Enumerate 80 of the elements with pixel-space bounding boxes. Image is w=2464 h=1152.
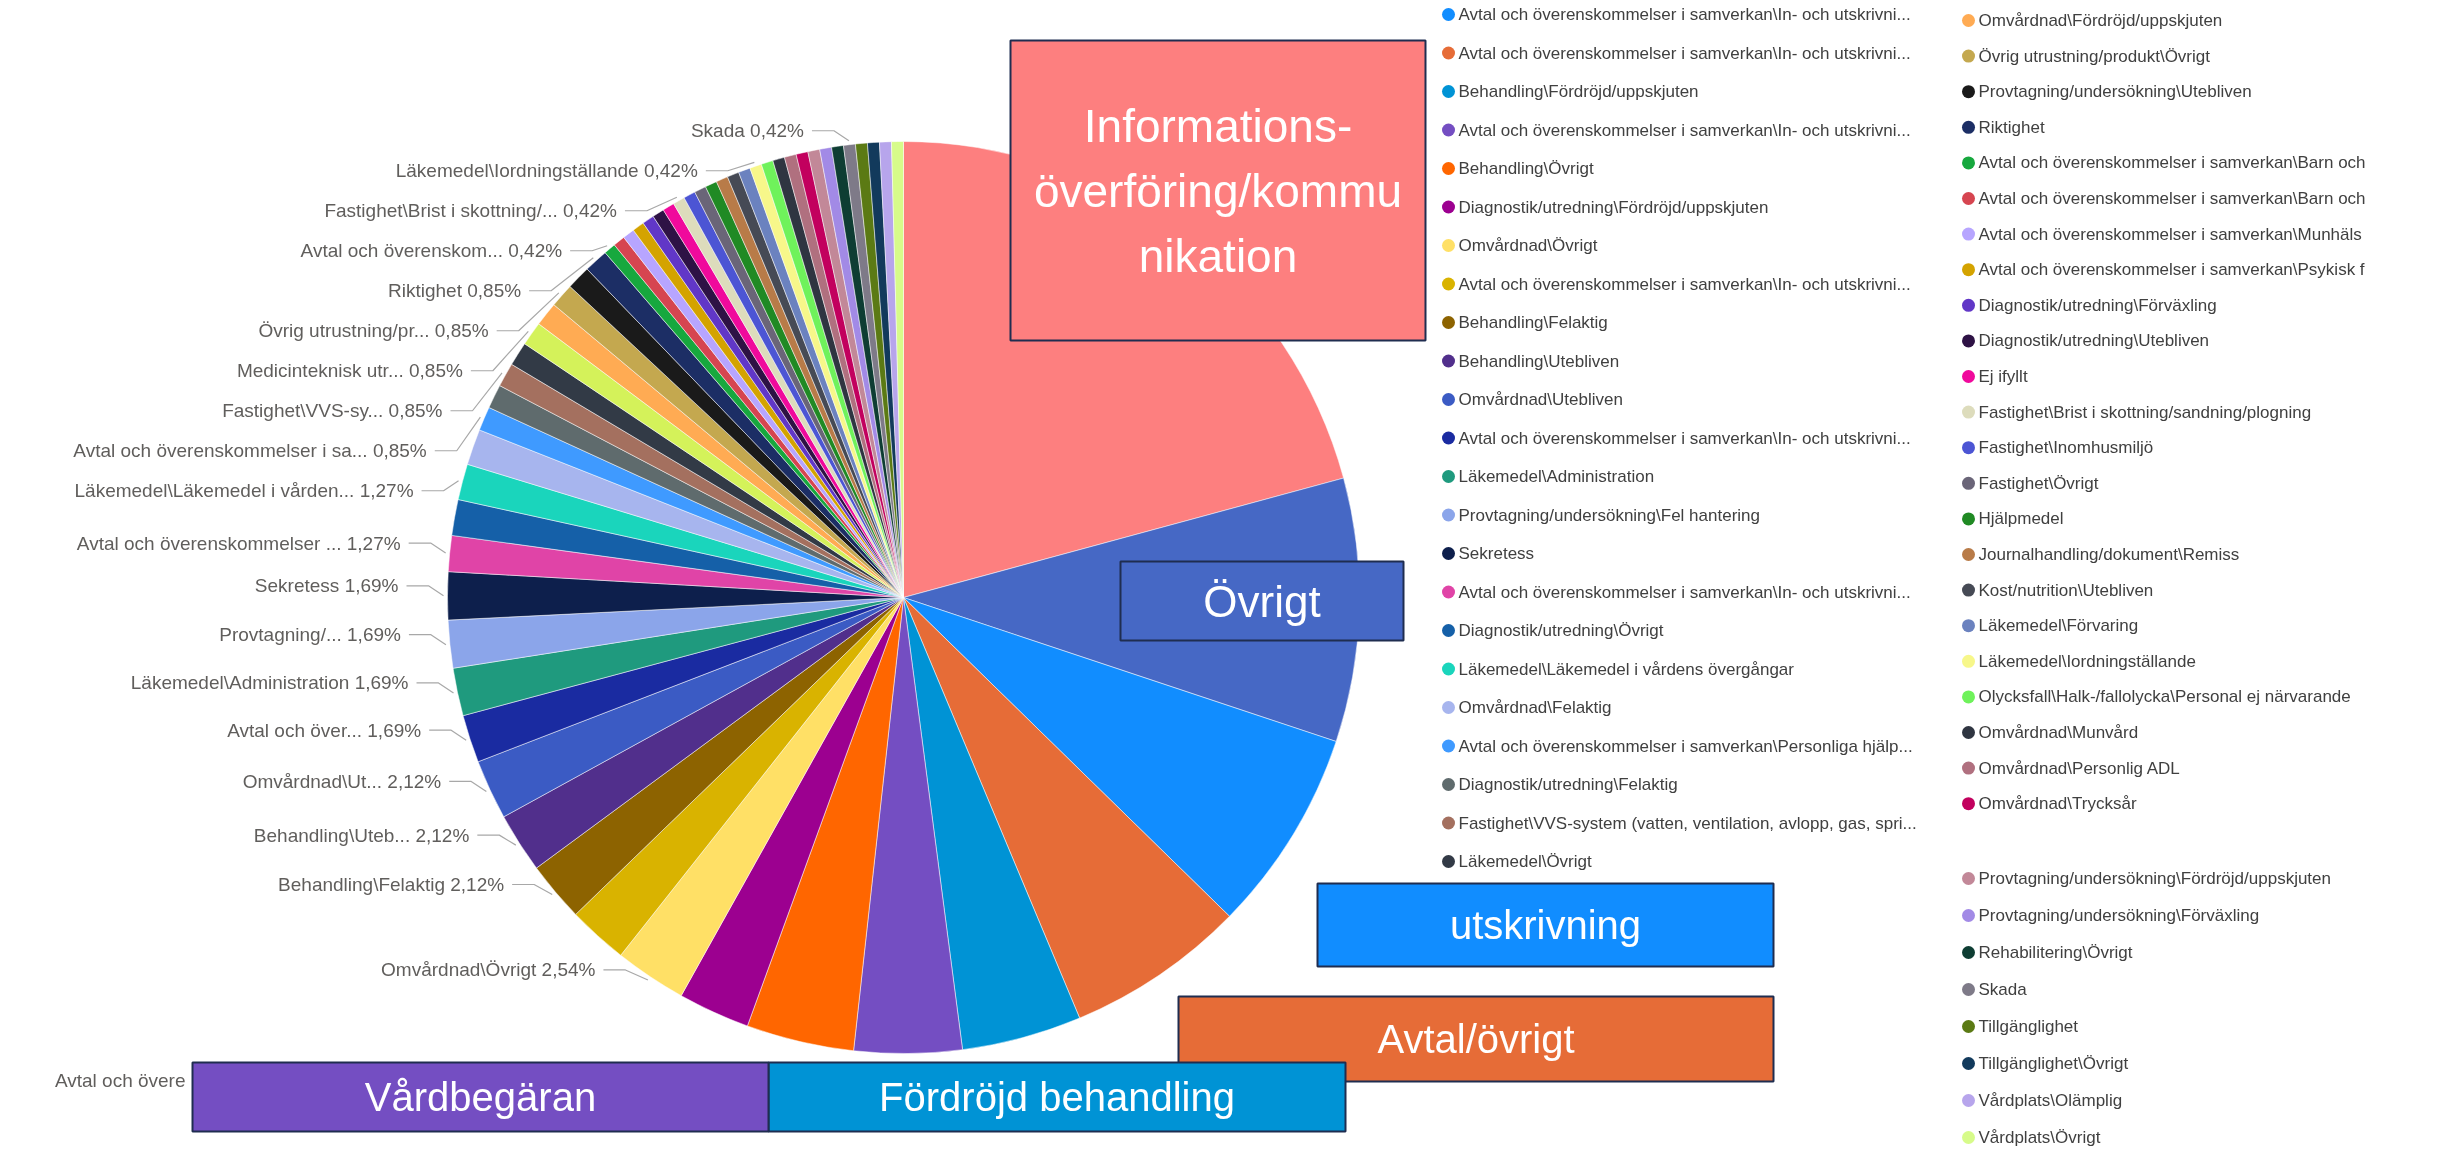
legend-label: Avtal och överenskommelser i samverkan\In- och utskrivni... <box>1458 43 1911 63</box>
text: Övrigt <box>1203 576 1321 626</box>
legend-label: Behandling\Felaktig <box>1458 313 1608 332</box>
legend-label: Riktighet <box>1978 117 2045 137</box>
legend-label: Avtal och överenskommelser i samverkan\Psykisk f <box>1978 260 2365 280</box>
data-label: Avtal och över... 1,69% <box>227 719 422 741</box>
legend-label: Hjälpmedel <box>1978 509 2064 529</box>
legend-label: Avtal och överenskommelser i samverkan\In- och utskrivni... <box>1458 428 1911 448</box>
legend-label: Läkemedel\Förvaring <box>1978 616 2139 636</box>
data-label: Riktighet 0,85% <box>388 280 522 302</box>
legend-label: Övrig utrustning/produkt\Övrigt <box>1978 46 2211 66</box>
text: utskrivning <box>1449 903 1642 947</box>
legend-label: Fastighet\VVS-system (vatten, ventilation, avlopp, gas, spri... <box>1458 813 1917 833</box>
legend-label: Läkemedel\Övrigt <box>1458 852 1592 871</box>
data-label: Avtal och överenskommelser i sa... 0,85% <box>73 440 427 462</box>
legend-label: Fastighet\Inomhusmiljö <box>1978 438 2154 458</box>
data-label: Läkemedel\Läkemedel i vården... 1,27% <box>74 480 414 502</box>
data-label: Omvårdnad\Ut... 2,12% <box>242 770 442 792</box>
data-label: Behandling\Felaktig 2,12% <box>278 873 505 895</box>
legend-label: Omvårdnad\Munvård <box>1978 723 2139 742</box>
data-label: Läkemedel\Administration 1,69% <box>130 672 409 694</box>
legend-label: Provtagning/undersökning\Fördröjd/uppskjuten <box>1978 869 2332 888</box>
legend-label: Avtal och överenskommelser i samverkan\Personliga hjälp... <box>1458 736 1913 756</box>
text: Vårdbegäran <box>364 1075 597 1119</box>
legend-label: Omvårdnad\Trycksår <box>1978 794 2137 814</box>
legend-label: Behandling\Utebliven <box>1458 351 1620 371</box>
legend-label: Provtagning/undersökning\Fel hantering <box>1458 505 1760 525</box>
legend-label: Omvårdnad\Felaktig <box>1458 698 1612 717</box>
legend-label: Kost/nutrition\Utebliven <box>1978 580 2154 600</box>
text: Avtal/övrigt <box>1377 1017 1575 1061</box>
legend-label: Sekretess <box>1458 544 1535 563</box>
legend-label: Ej ifyllt <box>1978 367 2028 386</box>
data-label: Fastighet\Brist i skottning/... 0,42% <box>324 200 618 222</box>
text: Informations- överföring/kommu nikation <box>1033 99 1403 282</box>
legend-label: Diagnostik/utredning\Utebliven <box>1978 331 2210 351</box>
legend-label: Avtal och överenskommelser i samverkan\In- och utskrivni... <box>1458 120 1911 140</box>
legend-label: Avtal och överenskommelser i samverkan\In- och utskrivni... <box>1458 582 1911 602</box>
data-label: Behandling\Uteb... 2,12% <box>253 824 470 846</box>
data-label: Sekretess 1,69% <box>254 575 399 597</box>
data-label: Läkemedel\Iordningställande 0,42% <box>395 160 698 182</box>
data-label: Omvårdnad\Övrigt 2,54% <box>381 959 596 981</box>
legend-label: Skada <box>1978 980 2028 999</box>
legend-label: Tillgänglighet <box>1978 1017 2079 1036</box>
data-label: Avtal och överenskom... 0,42% <box>300 240 563 262</box>
legend-label: Fastighet\Brist i skottning/sandning/plogning <box>1978 402 2312 422</box>
legend-label: Avtal och överenskommelser i samverkan\Munhäls <box>1978 224 2362 244</box>
legend-label: Vårdplats\Övrigt <box>1978 1128 2101 1147</box>
legend-label: Olycksfall\Halk-/fallolycka\Personal ej närvarande <box>1978 687 2351 707</box>
legend-label: Diagnostik/utredning\Förväxling <box>1978 295 2217 315</box>
legend-label: Omvårdnad\Övrigt <box>1458 236 1598 255</box>
legend-label: Provtagning/undersökning\Förväxling <box>1978 906 2260 925</box>
text: Avtal och övere <box>54 1070 186 1091</box>
legend-label: Omvårdnad\Personlig ADL <box>1978 758 2180 778</box>
data-label: Provtagning/... 1,69% <box>219 624 402 646</box>
legend-label: Omvårdnad\Utebliven <box>1458 390 1623 409</box>
legend-label: Behandling\Fördröjd/uppskjuten <box>1458 82 1699 101</box>
legend-label: Läkemedel\Administration <box>1458 467 1655 486</box>
legend-label: Omvårdnad\Fördröjd/uppskjuten <box>1978 11 2223 30</box>
data-label: Övrig utrustning/pr... 0,85% <box>258 320 489 342</box>
legend-label: Journalhandling/dokument\Remiss <box>1978 545 2240 564</box>
legend-label: Tillgänglighet\Övrigt <box>1978 1054 2129 1073</box>
legend-label: Avtal och överenskommelser i samverkan\In- och utskrivni... <box>1458 5 1911 24</box>
legend-label: Vårdplats\Olämplig <box>1978 1091 2123 1110</box>
legend-label: Diagnostik/utredning\Fördröjd/uppskjuten <box>1458 197 1769 217</box>
legend-label: Avtal och överenskommelser i samverkan\Barn och <box>1978 153 2366 173</box>
data-label: Skada 0,42% <box>690 120 805 142</box>
legend-label: Avtal och överenskommelser i samverkan\In- och utskrivni... <box>1458 274 1911 294</box>
legend-label: Läkemedel\Läkemedel i vårdens övergångar <box>1458 659 1795 679</box>
text: Fördröjd behandling <box>879 1075 1235 1119</box>
legend-label: Behandling\Övrigt <box>1458 159 1594 178</box>
data-label: Medicinteknisk utr... 0,85% <box>236 360 463 382</box>
legend-label: Diagnostik/utredning\Övrigt <box>1458 621 1664 640</box>
legend-label: Provtagning/undersökning\Utebliven <box>1978 82 2252 102</box>
legend-label: Rehabilitering\Övrigt <box>1978 943 2133 962</box>
legend-label: Diagnostik/utredning\Felaktig <box>1458 775 1678 794</box>
data-label: Fastighet\VVS-sy... 0,85% <box>222 400 443 422</box>
legend-label: Fastighet\Övrigt <box>1978 473 2099 493</box>
legend-label: Avtal och överenskommelser i samverkan\Barn och <box>1978 189 2366 208</box>
legend-label: Läkemedel\Iordningställande <box>1978 651 2196 671</box>
data-label: Avtal och överenskommelser ... 1,27% <box>76 532 401 554</box>
